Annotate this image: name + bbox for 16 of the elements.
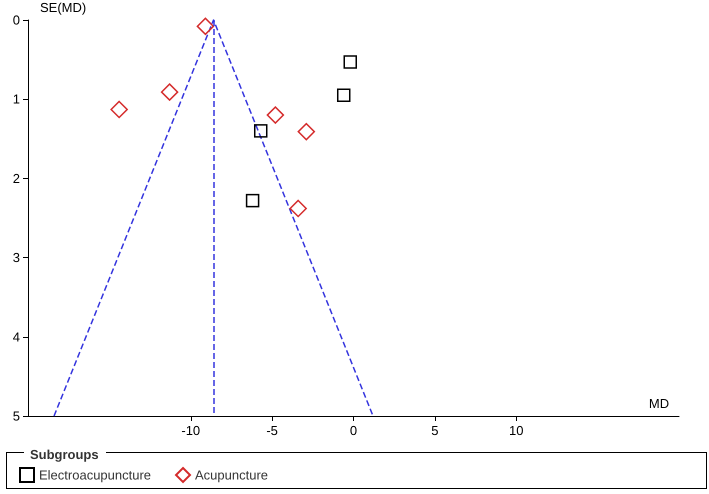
- x-tick-label: -5: [266, 423, 278, 438]
- y-tick-label: 3: [12, 250, 20, 266]
- x-axis-title: MD: [648, 396, 670, 411]
- y-tick-label: 4: [12, 329, 20, 344]
- x-tick-label: 10: [509, 423, 524, 438]
- x-tick-label: -10: [181, 423, 200, 438]
- legend-label: Acupuncture: [195, 468, 268, 482]
- y-tick-label: 0: [12, 12, 20, 28]
- x-tick-label: 5: [431, 423, 438, 438]
- y-tick-label: 5: [12, 408, 20, 424]
- legend-title: Subgroups: [30, 447, 99, 462]
- y-axis-title: SE(MD): [40, 0, 86, 15]
- y-tick-label: 2: [12, 170, 20, 186]
- y-tick-label: 1: [12, 92, 20, 107]
- x-tick-label: 0: [350, 423, 358, 438]
- legend-label: Electroacupuncture: [39, 468, 152, 482]
